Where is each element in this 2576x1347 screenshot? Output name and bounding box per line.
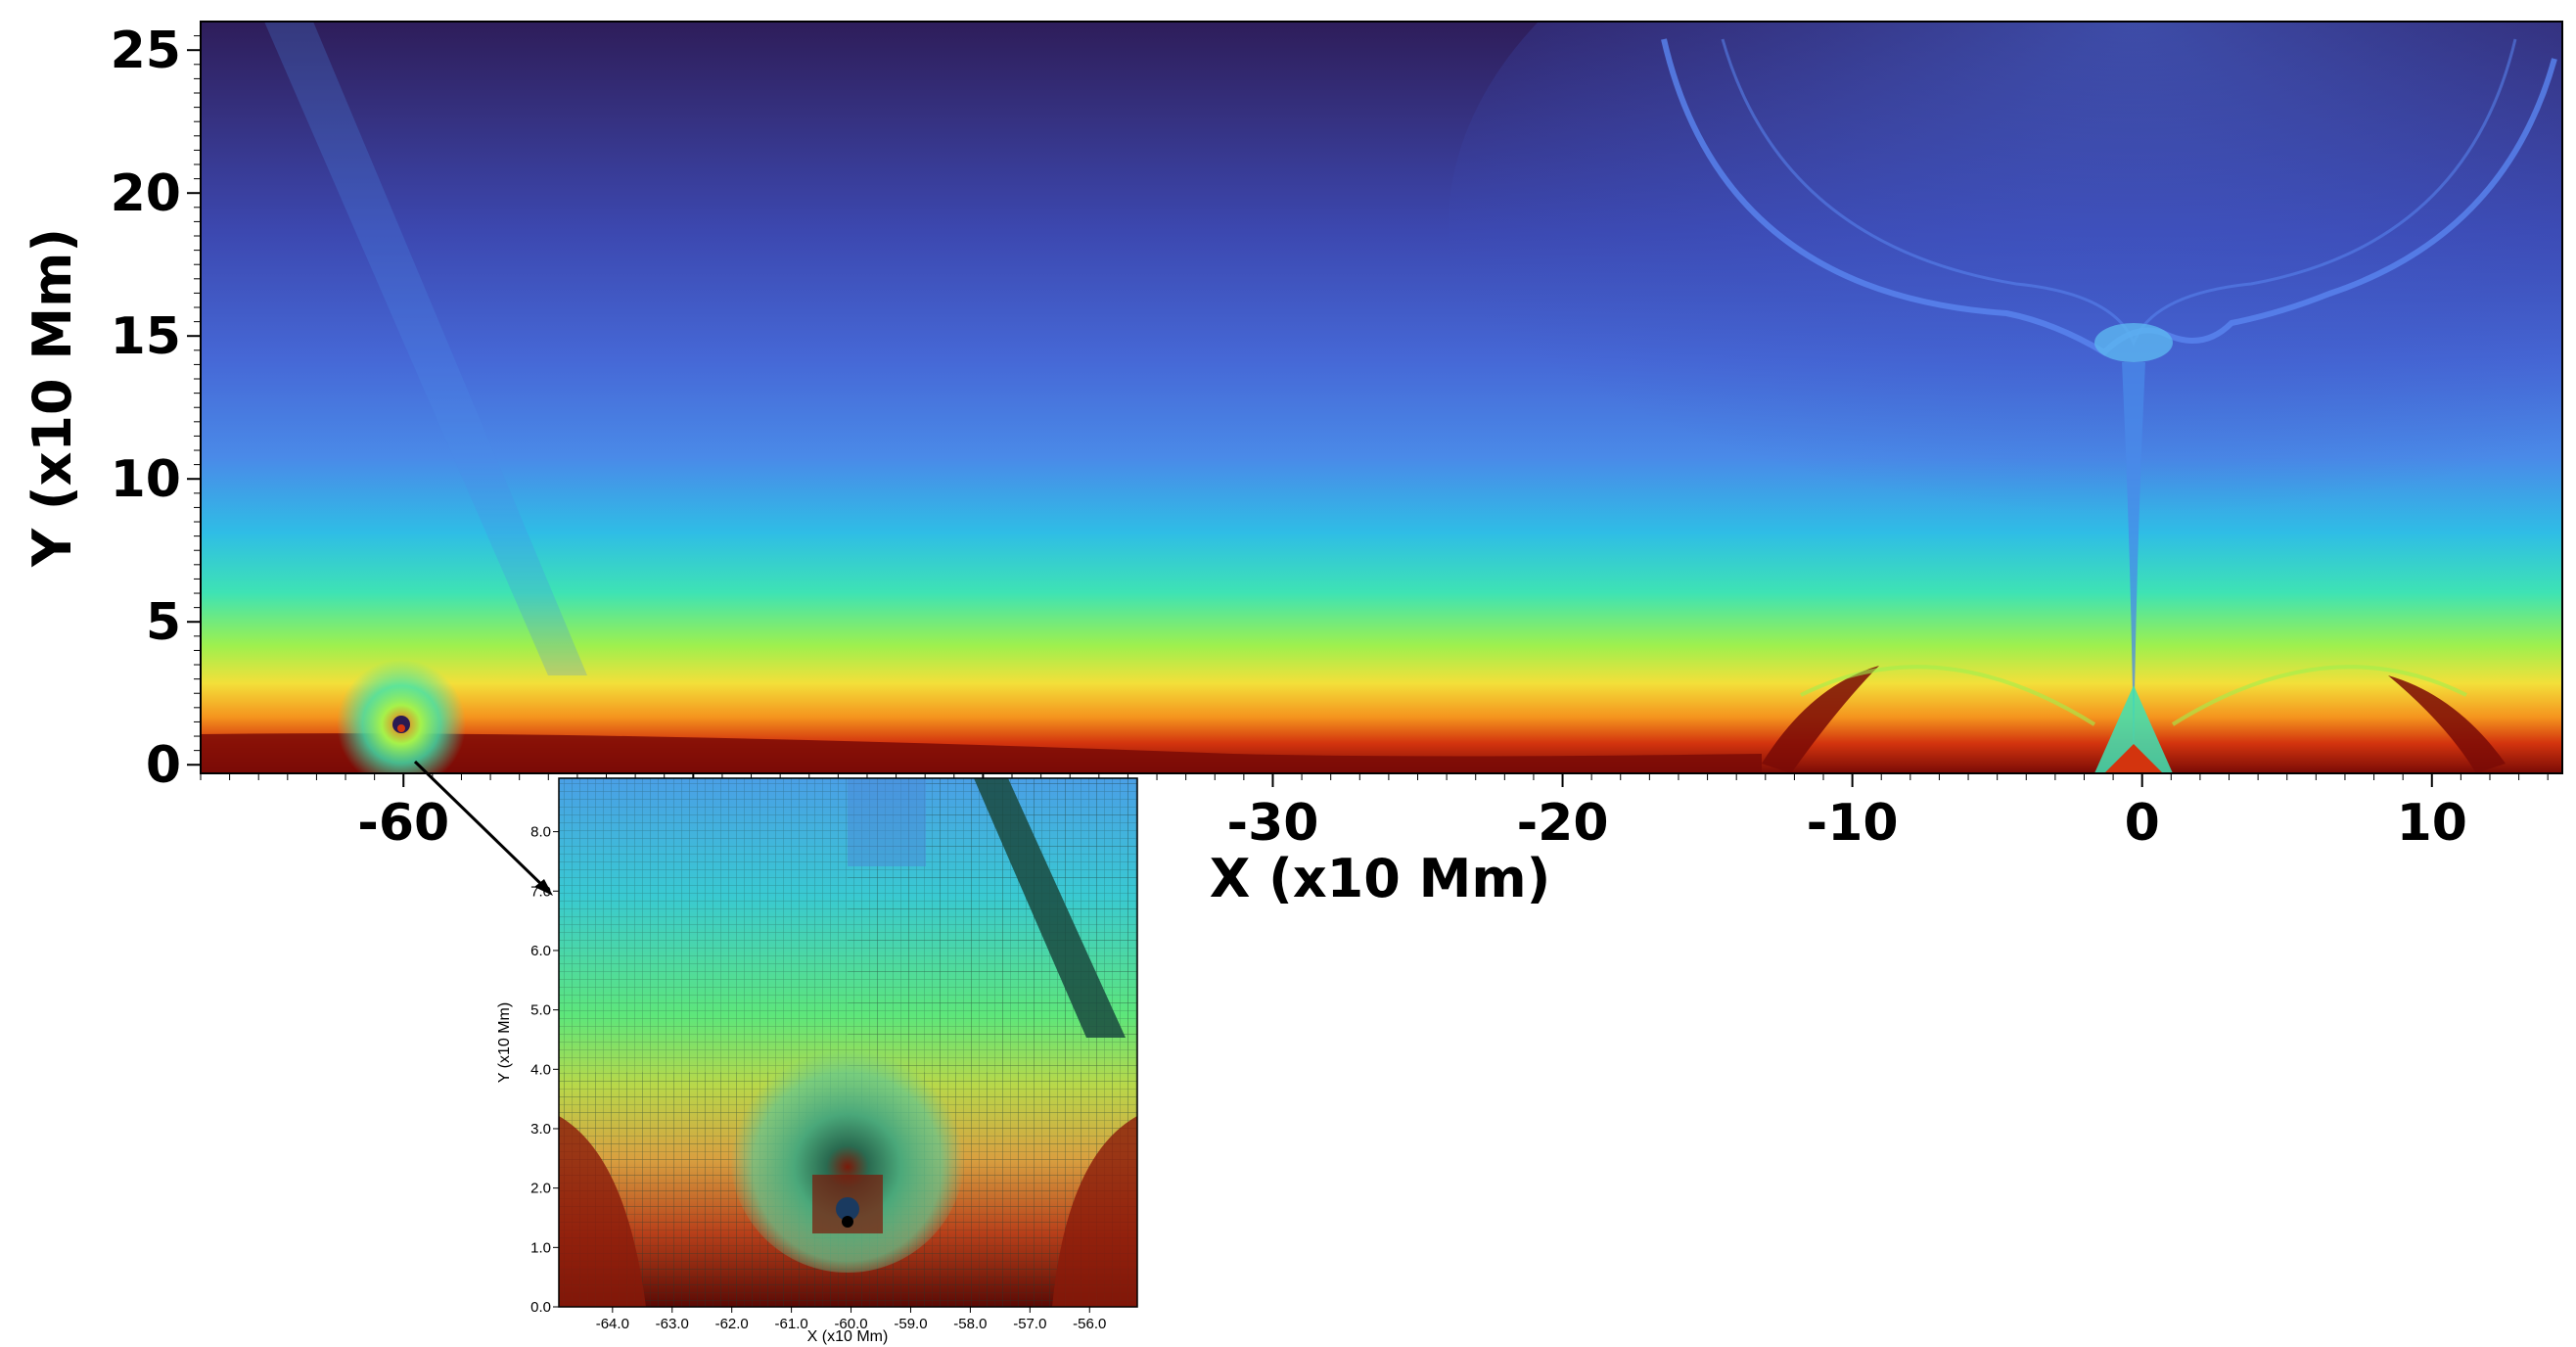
main-x-tick-label: -30: [1226, 794, 1318, 853]
inset-x-tick-label: -60.0: [834, 1316, 867, 1332]
inset-x-tick-label: -62.0: [715, 1316, 749, 1332]
inset-x-tick-label: -61.0: [775, 1316, 808, 1332]
main-y-axis: 0 5 10 15 20 25: [111, 22, 201, 795]
inset-x-tick-label: -57.0: [1013, 1316, 1046, 1332]
inset-x-axis: -64.0 -63.0 -62.0 -61.0 -60.0 -59.0 -58.0 -57.0…: [596, 1307, 1106, 1332]
inset-y-tick-label: 1.0: [530, 1239, 551, 1256]
main-y-tick-label: 20: [111, 164, 181, 223]
right-loop-arc: [2171, 665, 2467, 726]
dome-core: [2094, 323, 2173, 362]
main-x-tick-label: 10: [2397, 794, 2467, 853]
inset-plot-area: [559, 778, 1137, 1307]
main-x-tick-label: -10: [1807, 794, 1899, 853]
inset-y-tick-label: 0.0: [530, 1299, 551, 1316]
right-arc-flare: [2388, 675, 2506, 773]
main-plot-frame: [200, 21, 2563, 774]
inset-source-center: [842, 1216, 853, 1228]
main-y-axis-title: Y (x10 Mm): [22, 228, 83, 568]
inset-bubble: [730, 1038, 965, 1273]
inset-x-tick-label: -56.0: [1073, 1316, 1106, 1332]
main-x-tick-label: -60: [357, 794, 449, 853]
main-y-tick-label: 0: [146, 736, 181, 795]
inset-x-tick-label: -63.0: [656, 1316, 689, 1332]
central-footpoint: [2094, 685, 2173, 773]
main-y-tick-label: 25: [111, 22, 181, 80]
central-current-sheet: [2122, 362, 2145, 768]
diagonal-wave-feature: [264, 22, 587, 675]
chromosphere-band: [201, 733, 1762, 773]
inset-x-tick-label: -59.0: [894, 1316, 927, 1332]
inset-x-tick-label: -64.0: [596, 1316, 629, 1332]
inset-x-axis-title: X (x10 Mm): [807, 1328, 889, 1345]
inset-right-dense-region: [1052, 1116, 1137, 1307]
main-x-axis-title: X (x10 Mm): [1210, 848, 1551, 909]
inset-coarse-block: [848, 778, 926, 866]
inset-y-tick-label: 2.0: [530, 1181, 551, 1197]
inset-diagonal-front: [974, 778, 1126, 1038]
main-y-tick-label: 10: [111, 450, 181, 509]
inset-frame: [558, 777, 1138, 1308]
left-loop-arc: [1800, 665, 2096, 726]
inset-y-tick-label: 5.0: [530, 1002, 551, 1019]
callout-arrowhead: [534, 879, 553, 896]
inset-y-tick-label: 6.0: [530, 943, 551, 959]
bubble-source-point: [397, 724, 405, 732]
left-arc-flare: [1762, 666, 1879, 773]
inset-y-axis: 0.0 1.0 2.0 3.0 4.0 5.0 6.0 7.0 8.0: [530, 824, 559, 1316]
main-x-axis: -60 -30 -20 -10 0 10: [200, 773, 2549, 853]
inset-source-point: [836, 1197, 859, 1221]
main-y-tick-label: 15: [111, 307, 181, 366]
central-footpoint-core: [2104, 744, 2163, 773]
callout-leader-line: [413, 760, 550, 893]
inset-y-tick-label: 8.0: [530, 824, 551, 841]
upper-dome-structure: [1449, 22, 2562, 636]
inset-y-tick-label: 3.0: [530, 1121, 551, 1138]
main-x-tick-label: 0: [2125, 794, 2160, 853]
inset-left-dense-region: [559, 1116, 646, 1307]
main-x-tick-label: -20: [1517, 794, 1609, 853]
inset-y-tick-label: 7.0: [530, 883, 551, 900]
inset-y-axis-title: Y (x10 Mm): [496, 1002, 513, 1083]
main-plot-area: [201, 22, 2562, 773]
main-y-tick-label: 5: [146, 593, 181, 652]
inset-y-tick-label: 4.0: [530, 1061, 551, 1078]
inset-x-tick-label: -58.0: [953, 1316, 987, 1332]
